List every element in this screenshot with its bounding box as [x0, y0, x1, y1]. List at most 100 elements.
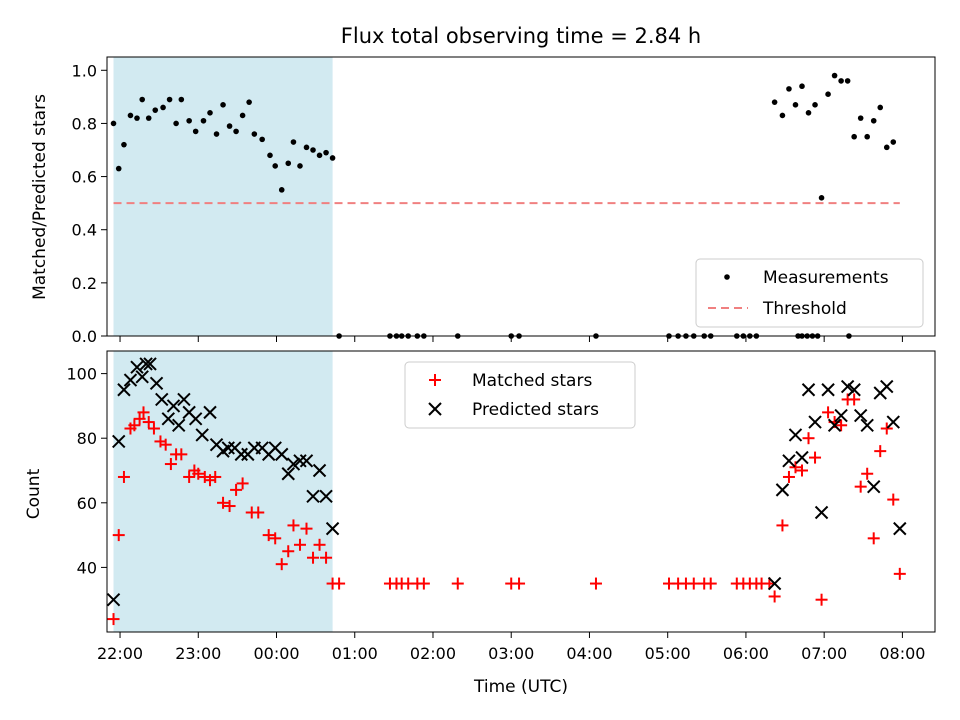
x-tick-label: 06:00 [723, 644, 769, 663]
data-point-matched [252, 506, 265, 519]
data-point-matched [175, 448, 188, 461]
data-point [186, 117, 192, 124]
legend-marker-measurements [724, 274, 730, 280]
data-point [779, 112, 786, 119]
data-point-matched [861, 467, 874, 480]
data-point [870, 117, 877, 124]
data-point-matched [782, 470, 795, 483]
data-point-matched [112, 529, 125, 542]
x-tick-label: 23:00 [175, 644, 221, 663]
data-point-predicted [203, 405, 217, 420]
data-point-predicted [123, 373, 138, 387]
data-point-matched [815, 593, 828, 606]
data-point-predicted [319, 489, 333, 504]
data-point-matched [147, 422, 160, 435]
data-point-predicted [814, 505, 829, 520]
data-point [883, 144, 890, 151]
data-point-matched [282, 545, 295, 558]
data-point [134, 115, 140, 121]
legend-marker-predicted [428, 402, 442, 416]
data-point [272, 163, 279, 169]
data-point-predicted [275, 447, 289, 462]
x-axis-label: Time (UTC) [473, 677, 568, 697]
data-point-matched [209, 470, 222, 483]
data-point [792, 102, 799, 108]
data-point-matched [217, 496, 230, 509]
data-point [226, 123, 233, 129]
data-point-predicted [130, 360, 144, 374]
data-point [799, 83, 805, 90]
data-point-matched [192, 467, 205, 480]
data-point-matched [822, 406, 835, 419]
data-point-matched [236, 477, 249, 490]
x-tick-label: 22:00 [97, 644, 143, 663]
data-point-matched [802, 432, 815, 445]
data-point-predicted [293, 454, 307, 468]
legend-box [695, 258, 924, 328]
data-point-predicted [808, 415, 822, 429]
data-point [818, 195, 825, 201]
legend-marker-matched [429, 374, 441, 386]
x-tick-label: 01:00 [332, 644, 378, 663]
data-point-matched [117, 470, 130, 483]
data-point [259, 136, 265, 143]
shaded-interval [113, 57, 333, 336]
x-tick-label: 05:00 [645, 644, 691, 663]
data-point-matched [687, 577, 700, 590]
legend-box [404, 361, 636, 429]
y-tick-label: 0.2 [72, 274, 97, 293]
data-point-matched [776, 519, 789, 532]
data-point [890, 139, 897, 145]
data-point [857, 115, 864, 121]
data-point-matched [320, 551, 333, 564]
data-point-predicted [106, 592, 121, 607]
data-point-predicted [788, 428, 803, 442]
data-point [178, 96, 185, 103]
legend-label-predicted: Predicted stars [472, 400, 599, 420]
chart-title: Flux total observing time = 2.84 h [341, 24, 701, 48]
data-point-predicted [188, 412, 203, 426]
data-point-predicted [312, 463, 327, 478]
data-point [115, 165, 122, 172]
y-tick-label: 0.8 [72, 114, 97, 133]
data-point [278, 187, 285, 193]
shaded-interval [113, 351, 333, 632]
x-tick-label: 07:00 [801, 644, 847, 663]
data-point-matched [133, 412, 146, 425]
data-point [233, 128, 239, 135]
data-point [192, 128, 199, 135]
data-point-matched [300, 522, 313, 535]
data-point [851, 133, 857, 140]
x-axis-ticks: 22:00 23:00 00:00 01:00 02:00 03:00 04:00 05:00… [97, 632, 925, 663]
data-point-matched [230, 483, 243, 496]
data-point-predicted [886, 415, 900, 429]
data-point-predicted [834, 408, 848, 423]
data-point-predicted [801, 383, 816, 397]
data-point-predicted [795, 450, 809, 465]
x-tick-label: 03:00 [488, 644, 534, 663]
data-point [173, 120, 179, 127]
data-point-matched [223, 500, 236, 513]
data-point [864, 133, 870, 140]
data-point-matched [164, 458, 177, 471]
data-point-predicted [827, 418, 842, 432]
data-point-predicted [139, 357, 153, 371]
data-point-predicted [135, 370, 149, 384]
data-point-matched [159, 438, 172, 451]
data-point-matched [704, 577, 717, 590]
data-point-matched [333, 577, 346, 590]
x-tick-label: 08:00 [879, 644, 925, 663]
data-point-predicted [172, 418, 186, 432]
data-point-matched [893, 567, 906, 580]
y-axis-ticks: 40 60 80 100 [66, 365, 107, 577]
data-point [152, 107, 159, 113]
data-point-predicted [767, 576, 782, 591]
y-tick-label: 100 [66, 365, 97, 384]
data-point-predicted [117, 383, 131, 397]
data-point-matched [128, 419, 141, 432]
data-point-matched [417, 577, 430, 590]
data-point-matched [269, 532, 282, 545]
data-point [251, 131, 258, 137]
y-axis-label: Count [24, 468, 44, 519]
data-point [246, 99, 252, 105]
